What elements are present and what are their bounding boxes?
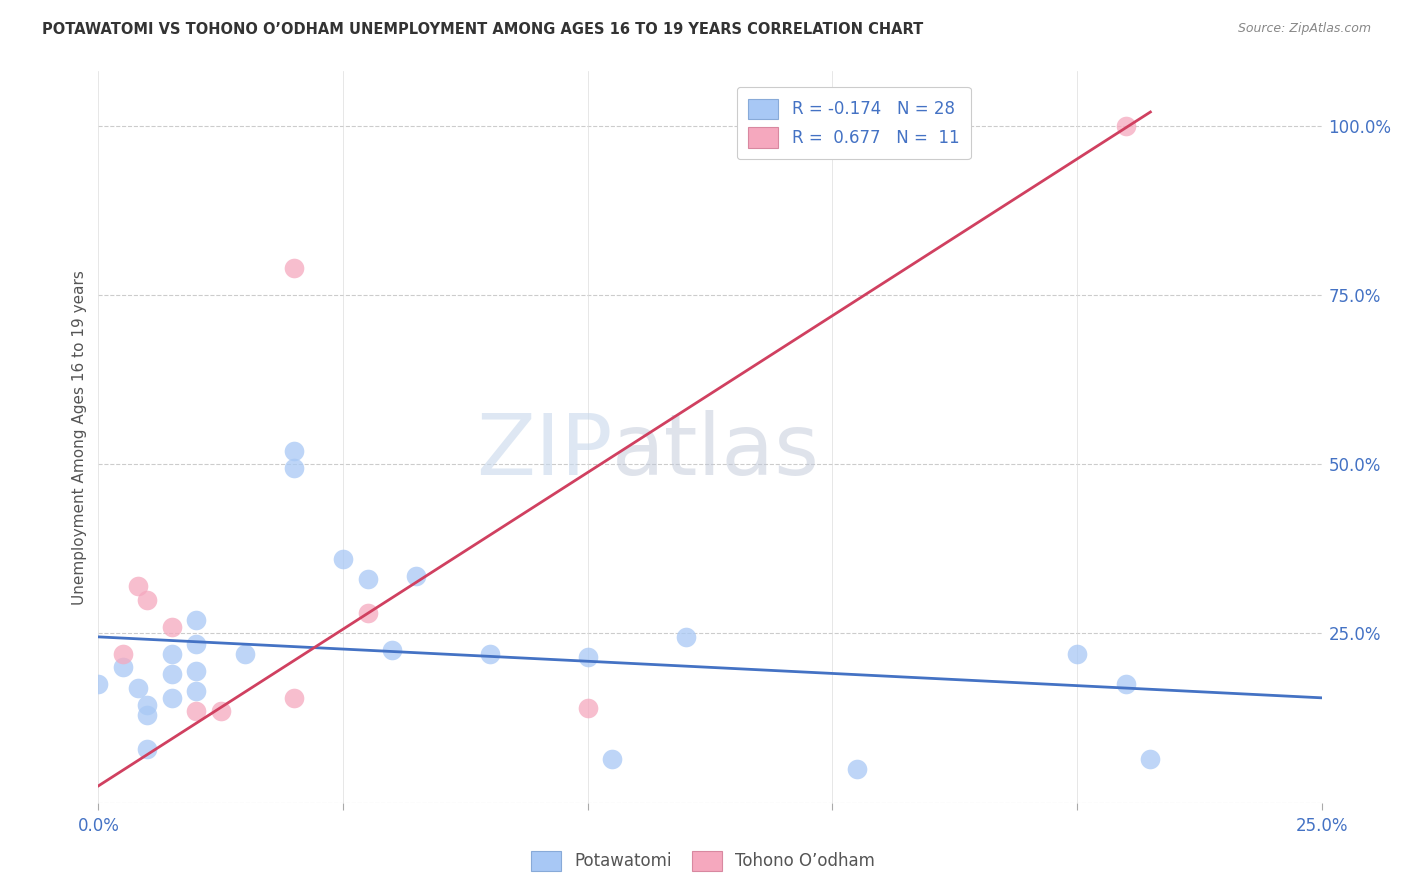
Point bbox=[87, 677, 110, 691]
Point bbox=[1066, 647, 1088, 661]
Point bbox=[160, 647, 183, 661]
Y-axis label: Unemployment Among Ages 16 to 19 years: Unemployment Among Ages 16 to 19 years bbox=[72, 269, 87, 605]
Point bbox=[186, 637, 208, 651]
Point bbox=[576, 701, 599, 715]
Point bbox=[600, 752, 623, 766]
Point bbox=[478, 647, 501, 661]
Point bbox=[186, 684, 208, 698]
Point bbox=[127, 681, 149, 695]
Text: Source: ZipAtlas.com: Source: ZipAtlas.com bbox=[1237, 22, 1371, 36]
Text: ZIP: ZIP bbox=[475, 410, 612, 493]
Legend: R = -0.174   N = 28, R =  0.677   N =  11: R = -0.174 N = 28, R = 0.677 N = 11 bbox=[737, 87, 970, 160]
Point bbox=[405, 569, 427, 583]
Point bbox=[283, 443, 305, 458]
Point bbox=[283, 460, 305, 475]
Point bbox=[845, 762, 868, 776]
Legend: Potawatomi, Tohono O’odham: Potawatomi, Tohono O’odham bbox=[523, 842, 883, 880]
Point bbox=[356, 572, 378, 586]
Point bbox=[1115, 119, 1137, 133]
Point bbox=[160, 667, 183, 681]
Point bbox=[136, 741, 159, 756]
Text: atlas: atlas bbox=[612, 410, 820, 493]
Point bbox=[111, 647, 134, 661]
Text: POTAWATOMI VS TOHONO O’ODHAM UNEMPLOYMENT AMONG AGES 16 TO 19 YEARS CORRELATION : POTAWATOMI VS TOHONO O’ODHAM UNEMPLOYMEN… bbox=[42, 22, 924, 37]
Point bbox=[160, 690, 183, 705]
Point bbox=[283, 690, 305, 705]
Point bbox=[576, 650, 599, 665]
Point bbox=[675, 630, 697, 644]
Point bbox=[136, 592, 159, 607]
Point bbox=[1139, 752, 1161, 766]
Point bbox=[1115, 677, 1137, 691]
Point bbox=[356, 606, 378, 620]
Point bbox=[136, 707, 159, 722]
Point bbox=[209, 705, 232, 719]
Point bbox=[111, 660, 134, 674]
Point bbox=[186, 664, 208, 678]
Point bbox=[332, 552, 354, 566]
Point bbox=[381, 643, 404, 657]
Point bbox=[283, 260, 305, 275]
Point bbox=[186, 705, 208, 719]
Point bbox=[233, 647, 256, 661]
Point bbox=[160, 620, 183, 634]
Point bbox=[186, 613, 208, 627]
Point bbox=[127, 579, 149, 593]
Point bbox=[136, 698, 159, 712]
